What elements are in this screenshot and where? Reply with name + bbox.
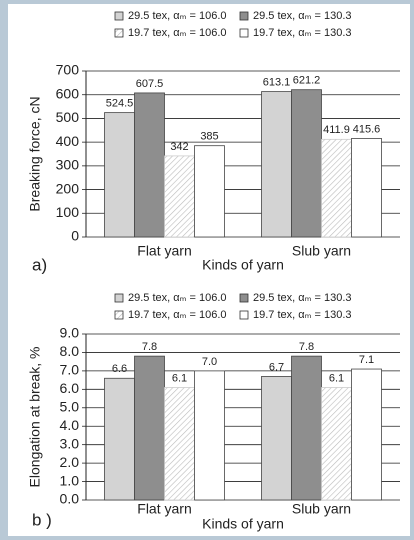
data-label: 621.2 bbox=[293, 75, 321, 87]
y-tick-label: 7.0 bbox=[60, 362, 80, 378]
legend-marker bbox=[114, 11, 124, 21]
bar bbox=[104, 377, 135, 501]
y-tick-label: 9.0 bbox=[60, 325, 80, 341]
x-axis-title: Kinds of yarn bbox=[202, 257, 284, 273]
x-tick-label: Flat yarn bbox=[137, 243, 191, 259]
legend-marker bbox=[239, 293, 249, 303]
y-tick-label: 6.0 bbox=[60, 380, 80, 396]
panel-label: a) bbox=[32, 255, 47, 274]
y-tick-label: 2.0 bbox=[60, 454, 80, 470]
legend-marker bbox=[114, 28, 124, 38]
legend-marker bbox=[114, 293, 124, 303]
x-axis-title: Kinds of yarn bbox=[202, 516, 284, 532]
bar bbox=[104, 112, 135, 238]
y-axis-title: Elongation at break, % bbox=[27, 347, 43, 488]
bar bbox=[134, 92, 165, 238]
legend-label: 19.7 tex, αₘ = 106.0 bbox=[128, 27, 227, 39]
bar bbox=[351, 368, 382, 501]
bar bbox=[321, 138, 352, 238]
data-label: 342 bbox=[170, 141, 188, 153]
bar bbox=[194, 145, 225, 238]
y-tick-label: 500 bbox=[56, 109, 80, 125]
bar bbox=[134, 355, 165, 501]
data-label: 411.9 bbox=[323, 124, 350, 136]
y-tick-label: 1.0 bbox=[60, 472, 80, 488]
legend-label: 29.5 tex, αₘ = 130.3 bbox=[253, 10, 352, 22]
x-tick-label: Slub yarn bbox=[292, 501, 351, 517]
y-tick-label: 8.0 bbox=[60, 343, 80, 359]
data-label: 415.6 bbox=[353, 123, 381, 135]
data-label: 6.7 bbox=[269, 361, 284, 373]
y-axis-title: Breaking force, cN bbox=[27, 96, 43, 211]
bar bbox=[164, 387, 195, 501]
legend-marker bbox=[239, 28, 249, 38]
x-tick-label: Flat yarn bbox=[137, 501, 191, 517]
data-label: 524.5 bbox=[106, 98, 134, 110]
bar bbox=[291, 89, 322, 238]
y-tick-label: 0.0 bbox=[60, 491, 80, 507]
data-label: 613.1 bbox=[263, 77, 291, 89]
legend-label: 19.7 tex, αₘ = 130.3 bbox=[253, 27, 352, 39]
data-label: 607.5 bbox=[136, 78, 164, 90]
legend-marker bbox=[239, 310, 249, 320]
legend-label: 19.7 tex, αₘ = 106.0 bbox=[128, 309, 227, 321]
panel-label: b ) bbox=[32, 510, 52, 529]
y-tick-label: 600 bbox=[56, 85, 80, 101]
data-label: 7.8 bbox=[142, 341, 157, 353]
legend-label: 29.5 tex, αₘ = 106.0 bbox=[128, 292, 227, 304]
bar bbox=[351, 138, 382, 238]
bar bbox=[291, 355, 322, 501]
x-tick-label: Slub yarn bbox=[292, 243, 351, 259]
data-label: 6.1 bbox=[329, 372, 344, 384]
y-tick-label: 100 bbox=[56, 204, 80, 220]
legend-marker bbox=[114, 310, 124, 320]
y-tick-label: 700 bbox=[56, 62, 80, 78]
data-label: 385 bbox=[200, 131, 218, 143]
y-tick-label: 200 bbox=[56, 180, 80, 196]
bar bbox=[194, 370, 225, 501]
bar bbox=[261, 91, 292, 238]
data-label: 6.6 bbox=[112, 363, 127, 375]
legend-marker bbox=[239, 11, 249, 21]
y-tick-label: 400 bbox=[56, 133, 80, 149]
y-tick-label: 5.0 bbox=[60, 398, 80, 414]
bar bbox=[321, 387, 352, 501]
data-label: 6.1 bbox=[172, 372, 187, 384]
y-tick-label: 4.0 bbox=[60, 417, 80, 433]
y-tick-label: 0 bbox=[71, 228, 79, 244]
data-label: 7.8 bbox=[299, 341, 314, 353]
y-tick-label: 300 bbox=[56, 157, 80, 173]
data-label: 7.1 bbox=[359, 354, 374, 366]
y-tick-label: 3.0 bbox=[60, 435, 80, 451]
bar bbox=[261, 376, 292, 501]
legend-label: 19.7 tex, αₘ = 130.3 bbox=[253, 309, 352, 321]
bar bbox=[164, 155, 195, 238]
data-label: 7.0 bbox=[202, 356, 217, 368]
legend-label: 29.5 tex, αₘ = 130.3 bbox=[253, 292, 352, 304]
legend-label: 29.5 tex, αₘ = 106.0 bbox=[128, 10, 227, 22]
